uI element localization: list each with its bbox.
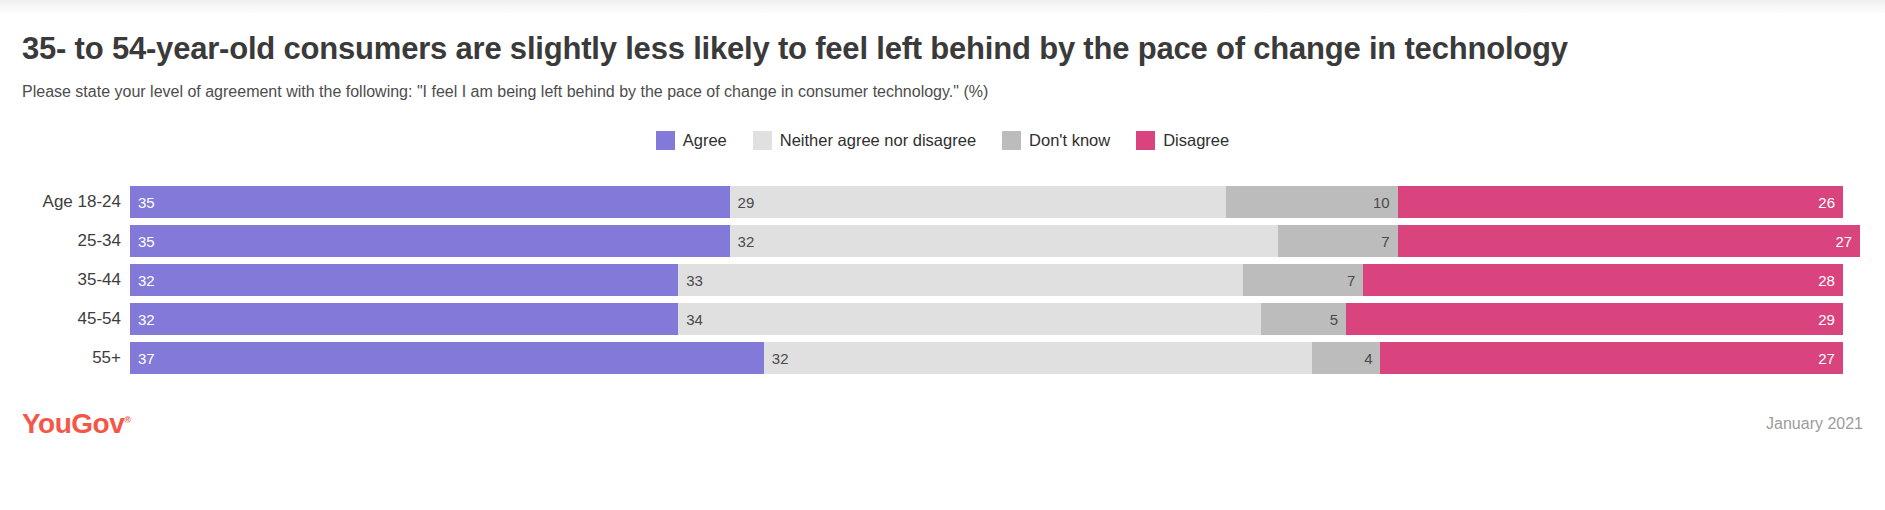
legend-swatch-disagree — [1136, 131, 1155, 150]
bar-value-label: 4 — [1364, 350, 1372, 367]
bar-segment-agree: 35 — [130, 225, 730, 257]
legend-item-disagree: Disagree — [1136, 131, 1229, 150]
chart-row: Age 18-24 35 29 10 26 — [0, 186, 1885, 218]
bar-track: 32 34 5 29 — [130, 303, 1843, 335]
legend-swatch-don-t-know — [1002, 131, 1021, 150]
bar-track: 32 33 7 28 — [130, 264, 1843, 296]
row-label: 25-34 — [0, 231, 130, 251]
chart-row: 45-54 32 34 5 29 — [0, 303, 1885, 335]
bar-segment-disagree: 27 — [1380, 342, 1843, 374]
bar-value-label: 29 — [1818, 311, 1835, 328]
legend-item-neither-agree-nor-disagree: Neither agree nor disagree — [753, 131, 976, 150]
chart-row: 55+ 37 32 4 27 — [0, 342, 1885, 374]
chart-row: 25-34 35 32 7 27 — [0, 225, 1885, 257]
legend-label: Don't know — [1029, 131, 1110, 150]
page-subtitle: Please state your level of agreement wit… — [22, 83, 1863, 101]
row-label: 45-54 — [0, 309, 130, 329]
bar-segment-neither-agree-nor-disagree: 32 — [730, 225, 1278, 257]
bar-value-label: 32 — [738, 233, 755, 250]
row-label: 35-44 — [0, 270, 130, 290]
bar-value-label: 28 — [1818, 272, 1835, 289]
bar-value-label: 7 — [1381, 233, 1389, 250]
bar-value-label: 27 — [1818, 350, 1835, 367]
bar-segment-neither-agree-nor-disagree: 29 — [730, 186, 1227, 218]
bar-segment-disagree: 26 — [1398, 186, 1843, 218]
bar-value-label: 35 — [138, 233, 155, 250]
bar-track: 35 32 7 27 — [130, 225, 1860, 257]
legend-label: Neither agree nor disagree — [780, 131, 976, 150]
chart-row: 35-44 32 33 7 28 — [0, 264, 1885, 296]
top-gradient-strip — [0, 0, 1885, 13]
bar-track: 37 32 4 27 — [130, 342, 1843, 374]
bar-segment-disagree: 27 — [1398, 225, 1861, 257]
bar-segment-don-t-know: 4 — [1312, 342, 1381, 374]
legend-item-agree: Agree — [656, 131, 727, 150]
legend-item-don-t-know: Don't know — [1002, 131, 1110, 150]
bar-segment-disagree: 28 — [1363, 264, 1843, 296]
bar-value-label: 35 — [138, 194, 155, 211]
yougov-logo: YouGov® — [22, 408, 130, 440]
bar-segment-disagree: 29 — [1346, 303, 1843, 335]
bar-track: 35 29 10 26 — [130, 186, 1843, 218]
chart-header: 35- to 54-year-old consumers are slightl… — [0, 13, 1885, 101]
trademark-mark: ® — [124, 415, 130, 425]
bar-value-label: 5 — [1330, 311, 1338, 328]
bar-value-label: 32 — [772, 350, 789, 367]
bar-value-label: 32 — [138, 311, 155, 328]
row-label: 55+ — [0, 348, 130, 368]
bar-segment-neither-agree-nor-disagree: 33 — [678, 264, 1243, 296]
footer-date: January 2021 — [1766, 415, 1863, 433]
legend-swatch-neither-agree-nor-disagree — [753, 131, 772, 150]
bar-value-label: 27 — [1835, 233, 1852, 250]
bar-segment-don-t-know: 10 — [1226, 186, 1397, 218]
page-title: 35- to 54-year-old consumers are slightl… — [22, 29, 1742, 69]
bar-segment-agree: 32 — [130, 303, 678, 335]
bar-segment-neither-agree-nor-disagree: 32 — [764, 342, 1312, 374]
bar-segment-agree: 35 — [130, 186, 730, 218]
bar-segment-don-t-know: 5 — [1261, 303, 1347, 335]
bar-segment-don-t-know: 7 — [1278, 225, 1398, 257]
footer: YouGov® January 2021 — [0, 408, 1885, 440]
bar-segment-neither-agree-nor-disagree: 34 — [678, 303, 1260, 335]
bar-value-label: 33 — [686, 272, 703, 289]
bar-value-label: 37 — [138, 350, 155, 367]
chart: Age 18-243529102625-34353272735-44323372… — [0, 186, 1885, 374]
brand-name: YouGov — [22, 408, 124, 439]
bar-segment-don-t-know: 7 — [1243, 264, 1363, 296]
bar-segment-agree: 37 — [130, 342, 764, 374]
legend: Agree Neither agree nor disagree Don't kno… — [0, 131, 1885, 150]
bar-value-label: 29 — [738, 194, 755, 211]
legend-label: Agree — [683, 131, 727, 150]
legend-swatch-agree — [656, 131, 675, 150]
bar-value-label: 7 — [1347, 272, 1355, 289]
bar-value-label: 10 — [1373, 194, 1390, 211]
bar-value-label: 26 — [1818, 194, 1835, 211]
bar-value-label: 34 — [686, 311, 703, 328]
row-label: Age 18-24 — [0, 192, 130, 212]
bar-segment-agree: 32 — [130, 264, 678, 296]
bar-value-label: 32 — [138, 272, 155, 289]
legend-label: Disagree — [1163, 131, 1229, 150]
